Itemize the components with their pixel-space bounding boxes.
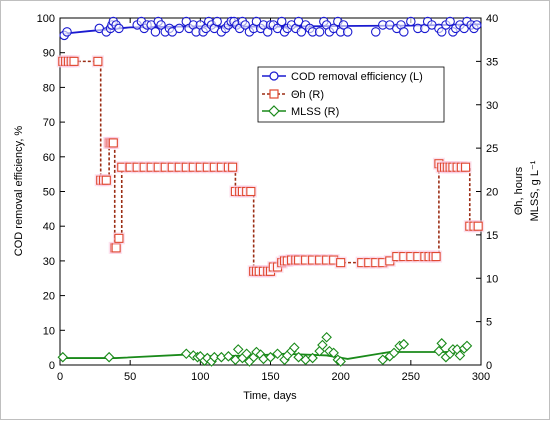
mlss-marker: [232, 344, 244, 355]
legend-label-mlss: MLSS (R): [291, 106, 339, 118]
mlss-marker: [241, 348, 252, 360]
y-left-tick-label: 60: [43, 152, 55, 164]
cod-marker: [342, 27, 353, 37]
cod-marker: [114, 23, 124, 34]
y-right-tick-label: 15: [486, 230, 498, 242]
legend: COD removal efficiency (L) Θh (R) MLSS (…: [257, 66, 445, 123]
y-left-tick-label: 90: [43, 48, 55, 60]
cod-marker: [62, 27, 72, 37]
mlss-marker: [317, 339, 328, 351]
mlss-marker: [272, 348, 283, 360]
cod-marker: [472, 20, 482, 30]
theta-marker: [108, 138, 118, 148]
y-axis-right-label-hours: Θh, hours: [513, 166, 525, 215]
y-left-tick-label: 70: [43, 117, 55, 129]
cod-marker: [276, 16, 287, 27]
mlss-marker: [223, 351, 234, 362]
y-right-tick-label: 5: [486, 317, 492, 329]
mlss-marker: [388, 347, 400, 359]
mlss-marker: [307, 352, 318, 364]
theta-marker: [101, 175, 111, 185]
y-right-tick-label: 0: [486, 360, 492, 372]
x-tick-label: 300: [472, 371, 490, 383]
cod-marker: [156, 20, 166, 30]
x-tick-label: 250: [402, 371, 420, 383]
theta-marker: [228, 162, 238, 172]
y-left-tick-label: 10: [43, 325, 55, 337]
theta-marker: [246, 186, 256, 197]
y-right-tick-label: 35: [486, 56, 498, 68]
legend-swatch-mlss-marker: [268, 105, 280, 117]
legend-swatch-cod-marker: [269, 71, 279, 81]
x-tick-label: 100: [191, 371, 209, 383]
cod-marker: [338, 20, 349, 30]
mlss-marker: [289, 342, 300, 353]
mlss-marker: [57, 351, 69, 363]
mlss-marker: [321, 331, 332, 343]
series-marks: [56, 16, 485, 367]
theta-marker: [431, 252, 441, 262]
mlss-marker: [335, 356, 346, 367]
legend-swatch-theta-marker: [269, 89, 279, 99]
mlss-marker: [103, 351, 115, 363]
cod-marker: [436, 27, 447, 37]
theta-marker: [69, 56, 79, 66]
y-right-tick-label: 20: [486, 187, 498, 199]
cod-marker: [150, 27, 161, 37]
legend-label-cod: COD removal efficiency (L): [291, 71, 423, 83]
y-right-tick-label: 10: [486, 273, 498, 285]
mlss-marker: [293, 351, 304, 363]
mlss-marker: [265, 351, 276, 363]
cod-marker: [445, 16, 455, 27]
legend-box: [257, 66, 445, 123]
cod-marker: [370, 27, 381, 37]
x-tick-label: 200: [331, 371, 349, 383]
axis-ticks: 0 50 100 150 200 250 3000102030405060708090100…: [37, 13, 499, 383]
x-tick-label: 0: [57, 371, 63, 383]
y-left-tick-label: 30: [43, 256, 55, 268]
y-left-tick-label: 40: [43, 221, 55, 233]
y-right-tick-label: 40: [486, 13, 498, 25]
y-axis-right-label-mlss: MLSS, g L⁻¹: [529, 160, 541, 221]
y-axis-left-label: COD removal efficiency, %: [13, 126, 25, 257]
y-right-tick-label: 30: [486, 100, 498, 112]
y-left-tick-label: 50: [43, 187, 55, 199]
mlss-marker: [328, 347, 339, 359]
cod-marker: [296, 27, 307, 37]
cod-marker: [406, 16, 416, 27]
mlss-marker: [209, 351, 220, 363]
mlss-marker: [454, 350, 466, 361]
mlss-marker: [377, 354, 389, 366]
theta-marker: [461, 162, 471, 172]
theta-marker: [93, 56, 103, 66]
y-left-tick-label: 80: [43, 82, 55, 94]
cod-marker: [399, 27, 409, 37]
cod-marker: [314, 27, 325, 37]
x-axis-label: Time, days: [243, 390, 297, 402]
theta-marker: [114, 233, 124, 243]
mlss-marker: [181, 348, 192, 360]
y-left-tick-label: 100: [37, 13, 55, 25]
mlss-marker: [398, 338, 410, 350]
mlss-marker: [433, 345, 445, 357]
mlss-marker: [461, 340, 473, 352]
mlss-marker: [436, 338, 447, 349]
y-left-tick-label: 20: [43, 291, 55, 303]
cod-marker: [174, 23, 185, 34]
cod-marker: [240, 20, 250, 30]
x-tick-label: 150: [261, 371, 279, 383]
y-right-tick-label: 25: [486, 143, 498, 155]
x-tick-label: 50: [124, 371, 136, 383]
cod-marker: [212, 16, 222, 27]
legend-label-theta: Θh (R): [291, 89, 324, 101]
theta-marker: [336, 258, 346, 268]
theta-marker: [473, 221, 483, 231]
theta-marker: [111, 243, 121, 253]
y-left-tick-label: 0: [49, 360, 55, 372]
